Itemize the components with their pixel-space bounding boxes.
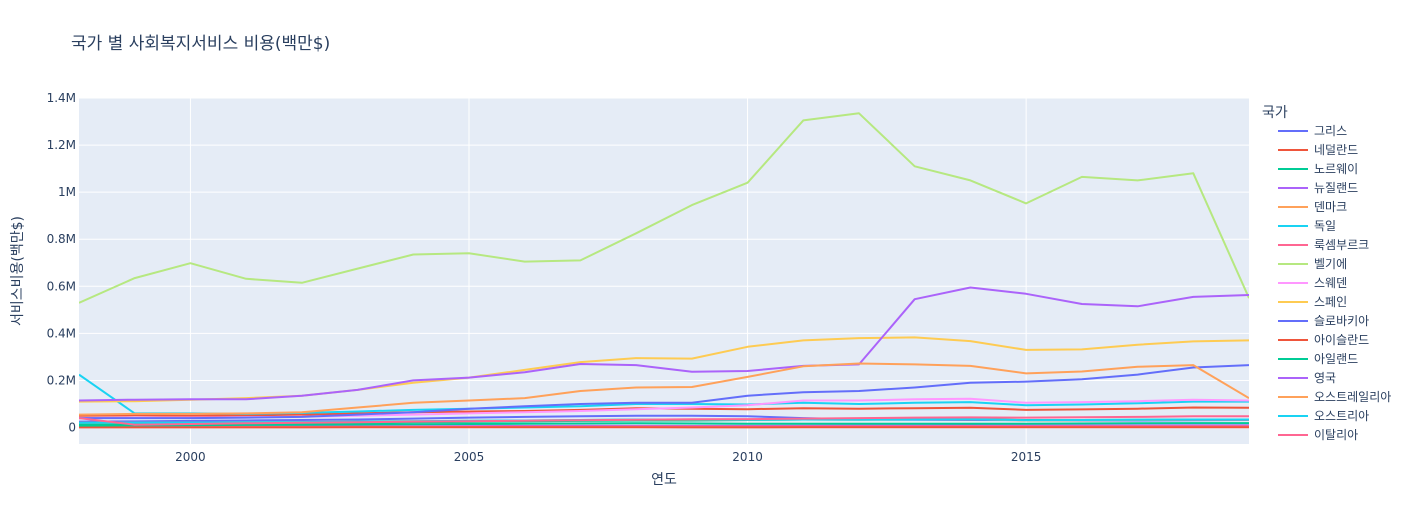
y-tick-label: 0 <box>68 421 76 435</box>
legend-label: 그리스 <box>1314 124 1347 138</box>
x-tick-label: 2000 <box>175 450 206 464</box>
y-tick-label: 0.2M <box>47 373 76 387</box>
legend-label: 독일 <box>1314 219 1336 233</box>
chart-title: 국가 별 사회복지서비스 비용(백만$) <box>71 34 330 54</box>
legend-label: 노르웨이 <box>1314 162 1358 176</box>
legend-title: 국가 <box>1262 105 1288 121</box>
x-tick-label: 2005 <box>454 450 485 464</box>
legend-label: 룩셈부르크 <box>1314 238 1369 252</box>
legend-label: 슬로바키아 <box>1314 314 1369 328</box>
y-tick-label: 0.8M <box>47 232 76 246</box>
y-tick-label: 1.2M <box>47 138 76 152</box>
y-tick-label: 1.4M <box>47 91 76 105</box>
plot-area <box>79 98 1249 444</box>
legend-label: 스페인 <box>1314 295 1347 309</box>
y-tick-label: 1M <box>58 185 76 199</box>
y-tick-label: 0.4M <box>47 326 76 340</box>
legend-label: 덴마크 <box>1314 200 1347 214</box>
y-tick-label: 0.6M <box>47 279 76 293</box>
legend-label: 스웨덴 <box>1314 276 1347 290</box>
x-tick-label: 2015 <box>1011 450 1042 464</box>
x-axis-label: 연도 <box>651 472 677 488</box>
legend-label: 벨기에 <box>1314 257 1347 271</box>
y-axis-label: 서비스비용(백만$) <box>10 216 26 326</box>
legend-label: 아일랜드 <box>1314 352 1358 366</box>
legend-label: 오스트리아 <box>1314 409 1369 423</box>
legend-label: 뉴질랜드 <box>1314 181 1358 195</box>
legend-label: 오스트레일리아 <box>1314 390 1391 404</box>
legend-label: 아이슬란드 <box>1314 333 1369 347</box>
x-tick-label: 2010 <box>732 450 763 464</box>
legend-label: 네덜란드 <box>1314 143 1358 157</box>
legend-label: 이탈리아 <box>1314 428 1358 442</box>
legend-label: 영국 <box>1314 371 1336 385</box>
